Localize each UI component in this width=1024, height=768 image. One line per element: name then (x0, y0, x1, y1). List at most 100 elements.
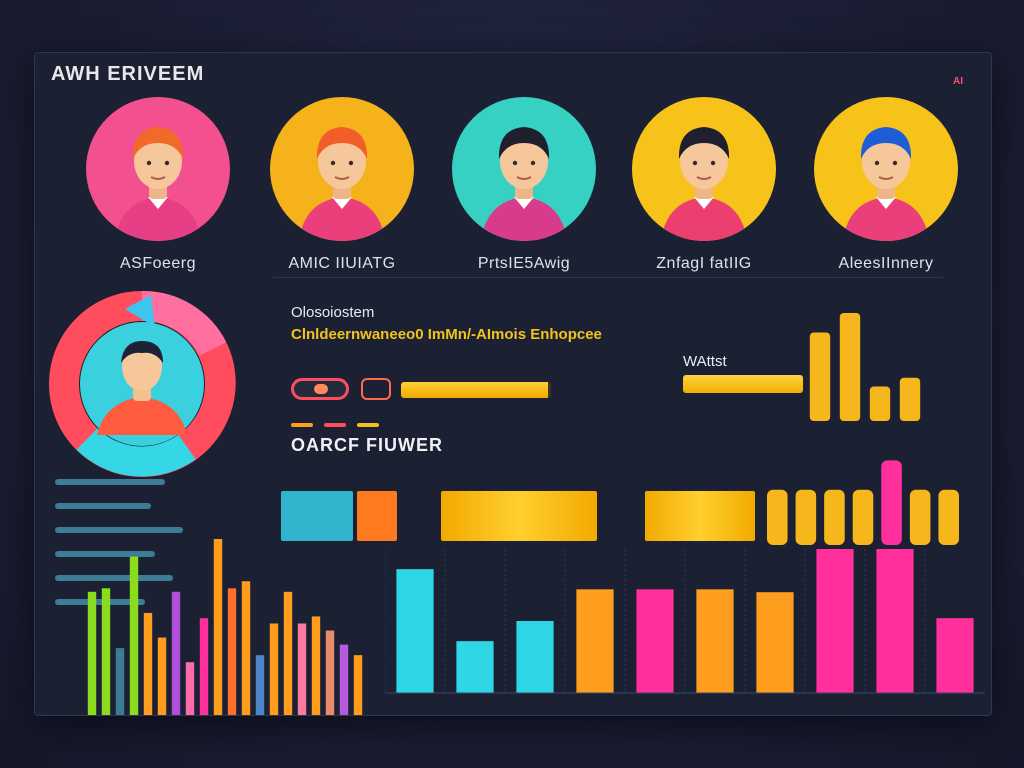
collar-shape (514, 197, 534, 209)
side-list-item[interactable] (55, 479, 165, 485)
user-avatar[interactable] (814, 97, 958, 241)
eye-shape (146, 160, 152, 166)
bar-5[interactable] (143, 612, 153, 715)
face-shape (318, 133, 366, 189)
bar-2[interactable] (101, 588, 111, 715)
shirt-shape (114, 197, 202, 241)
progress-bar (401, 382, 551, 398)
bar-G[interactable] (756, 592, 794, 693)
bar-6[interactable] (157, 637, 167, 715)
profile-ring[interactable] (47, 289, 237, 479)
face-shape (500, 133, 548, 189)
eye-shape (874, 160, 880, 166)
user-card-3[interactable]: PrtsIE5Awig (439, 97, 609, 273)
bar-b[interactable] (839, 313, 861, 421)
option-chip[interactable] (361, 378, 391, 400)
profile-donut-icon (49, 291, 236, 477)
side-list-item[interactable] (55, 551, 155, 557)
side-list-item[interactable] (55, 527, 183, 533)
side-list-item[interactable] (55, 599, 145, 605)
bar-F[interactable] (696, 589, 734, 693)
side-list (55, 479, 195, 623)
bar-d[interactable] (899, 377, 921, 421)
bar-B[interactable] (456, 641, 494, 693)
bar-c[interactable] (869, 386, 891, 421)
user-card-2[interactable]: AMIC IIUIATG (257, 97, 427, 273)
bar-14[interactable] (269, 623, 279, 715)
eye-shape (512, 160, 518, 166)
user-avatar[interactable] (452, 97, 596, 241)
tab-yellow-b[interactable] (645, 491, 755, 541)
bar-D[interactable] (576, 589, 614, 693)
bar-8[interactable] (185, 662, 195, 715)
eye-shape (530, 160, 536, 166)
bar-3[interactable] (115, 648, 125, 715)
left-bar-chart (87, 539, 363, 715)
bar-17[interactable] (311, 616, 321, 715)
feature-card: Olosoiostem Clnldeernwaneeo0 ImMn/-AImoi… (273, 277, 943, 443)
tab-yellow-a[interactable] (441, 491, 597, 541)
tab-orange[interactable] (357, 491, 397, 541)
bar-1[interactable] (87, 591, 97, 715)
bar-r[interactable] (824, 489, 845, 545)
side-list-item[interactable] (55, 575, 173, 581)
person-icon (114, 127, 202, 241)
legend-dot (291, 423, 313, 427)
user-name: PrtsIE5Awig (477, 255, 571, 272)
bar-18[interactable] (325, 630, 335, 715)
bar-C[interactable] (516, 621, 554, 693)
bar-p[interactable] (767, 489, 788, 545)
card-title: Olosoiostem (291, 304, 375, 321)
hair-shape (132, 127, 184, 159)
feature-toggle[interactable] (291, 378, 349, 400)
legend-dot (357, 423, 380, 427)
user-name: AMIC IIUIATG (288, 255, 396, 272)
bar-q[interactable] (795, 489, 817, 545)
bar-13[interactable] (255, 655, 265, 715)
bar-v[interactable] (938, 489, 959, 545)
legend-dot (324, 423, 347, 427)
bar-4[interactable] (129, 556, 139, 715)
side-list-item[interactable] (55, 503, 151, 509)
bar-I[interactable] (876, 549, 914, 693)
collar-shape (148, 197, 168, 209)
bar-A[interactable] (396, 569, 434, 693)
eye-shape (164, 160, 170, 166)
corner-badge[interactable]: AI (953, 76, 963, 87)
bar-E[interactable] (636, 589, 674, 693)
mouth-shape (334, 176, 350, 180)
bar-t[interactable] (881, 460, 902, 545)
person-icon (298, 127, 386, 241)
bar-H[interactable] (816, 549, 854, 693)
bar-7[interactable] (171, 591, 181, 715)
dashboard-window: AWH ERIVEEM AI ASFoeerg AMIC IIUIATG Prt… (34, 52, 992, 716)
user-card-5[interactable]: AleesIInnery (801, 97, 971, 273)
bar-a[interactable] (809, 332, 831, 421)
person-icon (842, 127, 930, 241)
eye-shape (892, 160, 898, 166)
tab-cyan[interactable] (281, 491, 353, 541)
bar-15[interactable] (283, 591, 293, 715)
bar-J[interactable] (936, 618, 974, 693)
bar-19[interactable] (339, 644, 349, 715)
bar-20[interactable] (353, 655, 363, 715)
user-avatar[interactable] (632, 97, 776, 241)
bar-16[interactable] (297, 623, 307, 715)
progress-fill (401, 382, 548, 398)
user-card-1[interactable]: ASFoeerg (73, 97, 243, 273)
bar-11[interactable] (227, 588, 237, 715)
eye-shape (348, 160, 354, 166)
bar-10[interactable] (213, 539, 223, 715)
bar-12[interactable] (241, 581, 251, 715)
bar-u[interactable] (909, 489, 931, 545)
card-subtitle: Clnldeernwaneeo0 ImMn/-AImois Enhopcee (291, 326, 602, 343)
mouth-shape (516, 176, 532, 180)
bar-9[interactable] (199, 618, 209, 715)
shirt-shape (480, 197, 568, 241)
user-avatar[interactable] (86, 97, 230, 241)
user-avatar[interactable] (270, 97, 414, 241)
watch-bar (683, 375, 803, 393)
bar-s[interactable] (852, 489, 874, 545)
main-bar-chart (385, 549, 985, 694)
user-card-4[interactable]: ZnfagI fatIIG (619, 97, 789, 273)
